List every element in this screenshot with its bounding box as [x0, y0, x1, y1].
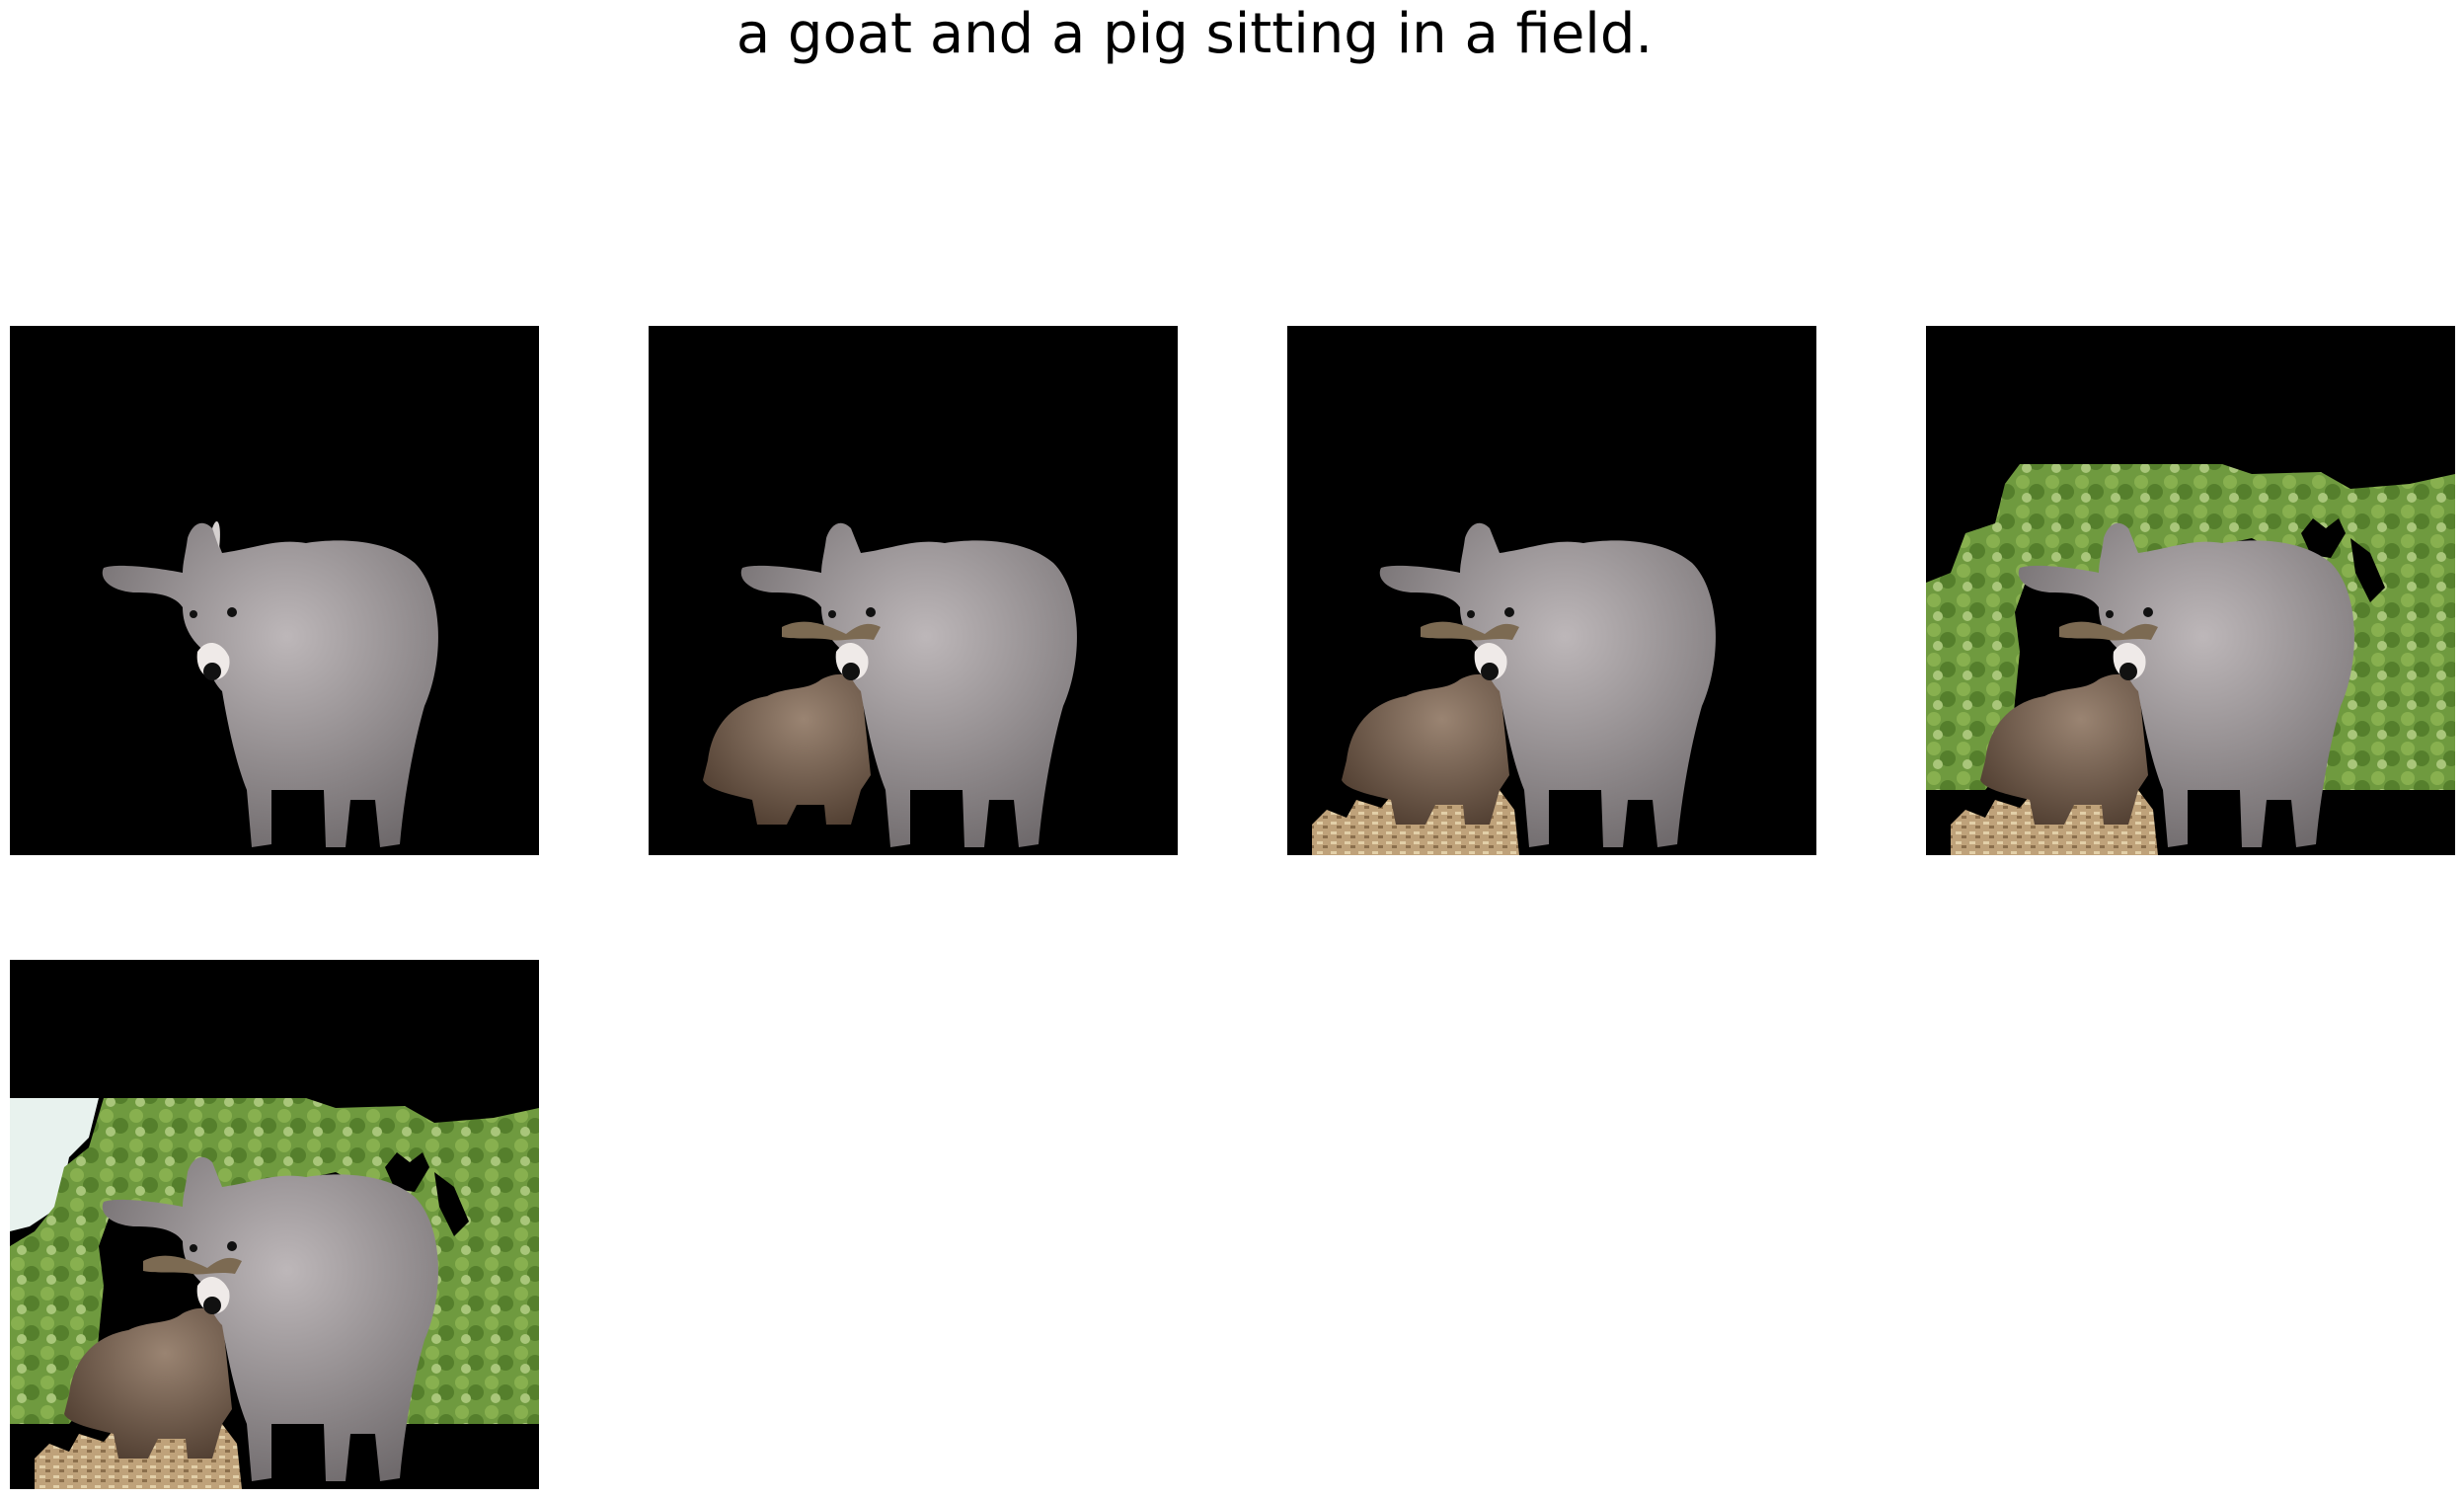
pig-cutout: [1342, 673, 1509, 825]
goat-cutout: [1379, 522, 1716, 847]
goat-composite-image-5: [10, 1098, 539, 1489]
panel-step-3: [1287, 326, 1816, 855]
figure-caption: a goat and a pig sitting in a field.: [735, 2, 1654, 66]
panel-step-1: [10, 326, 539, 855]
goat-cutout: [740, 522, 1077, 847]
panel-step-2: [649, 326, 1178, 855]
panel-step-4: [1926, 326, 2455, 855]
panel-step-5: [10, 960, 539, 1489]
pig-cutout: [703, 673, 871, 825]
pig-cutout: [64, 1307, 232, 1459]
pig-cutout: [1980, 673, 2148, 825]
goat-cutout: [102, 520, 438, 847]
goat-composite-image-3: [1312, 522, 1716, 855]
goat-composite-image-1: [102, 520, 438, 847]
goat-composite-image-4: [1926, 464, 2455, 855]
goat-composite-image-2: [703, 522, 1077, 847]
sky-cutout: [10, 1098, 99, 1231]
goat-cutout: [102, 1156, 438, 1481]
goat-cutout: [2018, 522, 2354, 847]
